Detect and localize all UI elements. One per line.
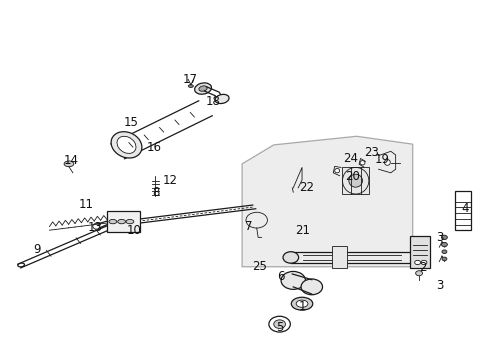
Ellipse shape	[118, 220, 125, 224]
Bar	[331, 246, 346, 268]
Ellipse shape	[188, 85, 193, 87]
Text: 15: 15	[123, 116, 139, 129]
Text: 3: 3	[435, 231, 442, 244]
Ellipse shape	[296, 300, 307, 307]
Ellipse shape	[420, 260, 426, 265]
Text: 25: 25	[251, 260, 266, 273]
Ellipse shape	[291, 297, 312, 310]
Text: 11: 11	[79, 198, 93, 211]
Text: 17: 17	[182, 73, 197, 86]
Ellipse shape	[384, 159, 389, 165]
Bar	[341, 167, 368, 194]
Ellipse shape	[441, 235, 447, 239]
Text: 23: 23	[363, 145, 378, 158]
Text: 10: 10	[126, 224, 141, 238]
Text: 12: 12	[163, 174, 178, 186]
Polygon shape	[242, 136, 412, 267]
Ellipse shape	[93, 224, 100, 229]
Ellipse shape	[215, 94, 228, 104]
Ellipse shape	[334, 168, 339, 173]
Text: 24: 24	[343, 152, 358, 165]
Text: 22: 22	[299, 181, 314, 194]
Ellipse shape	[109, 220, 117, 224]
Text: 2: 2	[418, 261, 426, 274]
Ellipse shape	[441, 242, 447, 247]
Text: 20: 20	[345, 170, 360, 183]
Text: 19: 19	[374, 153, 389, 166]
Ellipse shape	[117, 136, 136, 153]
Text: 8: 8	[152, 186, 159, 199]
Bar	[409, 235, 429, 268]
Ellipse shape	[111, 132, 142, 158]
Ellipse shape	[199, 86, 207, 91]
Text: 4: 4	[460, 202, 468, 215]
Text: 7: 7	[244, 220, 252, 233]
Ellipse shape	[194, 83, 211, 94]
Text: 9: 9	[34, 243, 41, 256]
Text: 18: 18	[205, 95, 220, 108]
Text: 5: 5	[275, 320, 283, 333]
Ellipse shape	[301, 279, 322, 295]
Text: 13: 13	[87, 221, 102, 234]
Text: 6: 6	[276, 270, 284, 283]
Text: 21: 21	[295, 224, 310, 237]
Ellipse shape	[273, 320, 285, 328]
Ellipse shape	[415, 271, 422, 276]
Ellipse shape	[348, 174, 362, 187]
Ellipse shape	[281, 271, 305, 289]
Ellipse shape	[441, 257, 446, 261]
Ellipse shape	[441, 250, 446, 253]
Ellipse shape	[414, 260, 420, 265]
Text: 16: 16	[146, 141, 162, 154]
Ellipse shape	[283, 252, 298, 263]
Text: 1: 1	[298, 300, 305, 313]
Ellipse shape	[64, 161, 74, 167]
Ellipse shape	[359, 161, 364, 165]
Ellipse shape	[18, 263, 24, 267]
Text: 3: 3	[435, 279, 442, 292]
Bar	[107, 211, 140, 232]
Ellipse shape	[126, 220, 134, 224]
Bar	[454, 191, 470, 230]
Text: 14: 14	[64, 154, 79, 167]
